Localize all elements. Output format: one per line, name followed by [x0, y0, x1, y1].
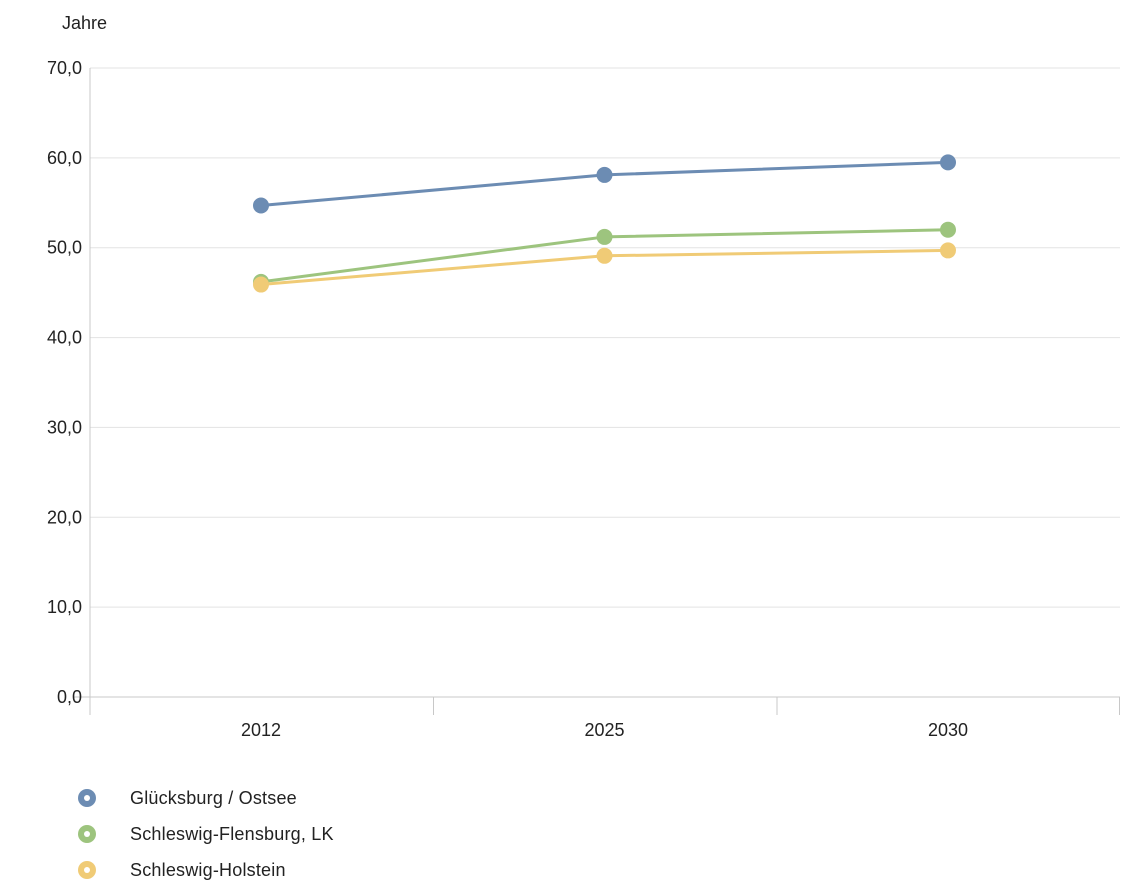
y-tick-label: 50,0	[47, 238, 82, 258]
legend-marker-icon	[78, 861, 96, 879]
gridlines	[90, 67, 1120, 608]
legend-label: Schleswig-Holstein	[130, 859, 286, 880]
data-point	[596, 247, 613, 264]
legend-marker-icon	[78, 789, 96, 807]
data-point	[253, 197, 269, 214]
y-tick-labels: 0,0 10,0 20,0 30,0 40,0 50,0 60,0 70,0	[47, 58, 82, 707]
x-tick-labels: 2012 2025 2030	[241, 720, 968, 740]
line-chart: Jahre 0,0 10,0 20,0 30,0 40,0 50,0 60,0 70,0 20…	[47, 13, 1120, 740]
y-tick-label: 70,0	[47, 58, 82, 78]
x-tick-label: 2012	[241, 720, 281, 740]
y-tick-label: 30,0	[47, 417, 82, 437]
legend-item-schleswig-holstein[interactable]: Schleswig-Holstein	[74, 852, 334, 888]
y-tick-label: 10,0	[47, 597, 82, 617]
legend-item-schleswig-flensburg[interactable]: Schleswig-Flensburg, LK	[74, 816, 334, 852]
data-point	[596, 228, 613, 245]
data-point	[253, 276, 269, 293]
series-0	[253, 154, 956, 214]
y-tick-label: 20,0	[47, 507, 82, 527]
x-tick-label: 2030	[928, 720, 968, 740]
data-point	[596, 166, 613, 183]
legend-label: Glücksburg / Ostsee	[130, 787, 297, 808]
axes	[74, 68, 1120, 715]
series	[253, 154, 956, 293]
legend-item-gluecksburg[interactable]: Glücksburg / Ostsee	[74, 780, 334, 816]
y-axis-unit-label: Jahre	[62, 13, 107, 33]
legend-label: Schleswig-Flensburg, LK	[130, 823, 334, 844]
y-tick-label: 0,0	[57, 687, 82, 707]
legend: Glücksburg / Ostsee Schleswig-Flensburg,…	[74, 780, 334, 888]
y-tick-label: 60,0	[47, 148, 82, 168]
series-2	[253, 242, 956, 293]
legend-marker-icon	[78, 825, 96, 843]
y-tick-label: 40,0	[47, 328, 82, 348]
data-point	[940, 221, 956, 238]
x-tick-label: 2025	[584, 720, 624, 740]
data-point	[940, 154, 956, 171]
data-point	[940, 242, 956, 259]
